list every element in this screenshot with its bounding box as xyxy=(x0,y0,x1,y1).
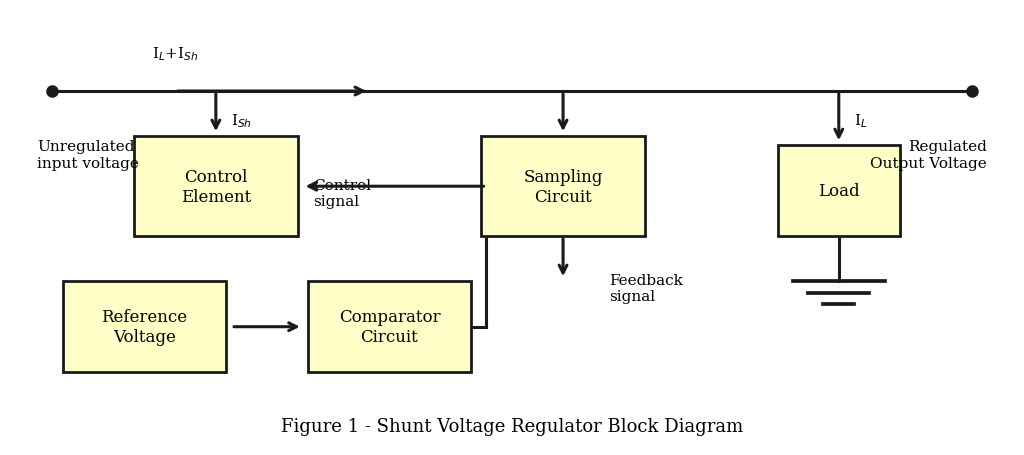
Text: Reference
Voltage: Reference Voltage xyxy=(101,309,187,345)
Text: Load: Load xyxy=(818,183,859,200)
Text: Figure 1 - Shunt Voltage Regulator Block Diagram: Figure 1 - Shunt Voltage Regulator Block… xyxy=(281,418,743,435)
Text: Unregulated
input voltage: Unregulated input voltage xyxy=(37,140,139,170)
Text: Control
signal: Control signal xyxy=(313,178,371,209)
FancyBboxPatch shape xyxy=(777,146,900,237)
Text: I$_L$: I$_L$ xyxy=(854,112,867,130)
FancyBboxPatch shape xyxy=(308,282,471,372)
Text: Sampling
Circuit: Sampling Circuit xyxy=(523,168,603,205)
Text: Comparator
Circuit: Comparator Circuit xyxy=(339,309,440,345)
Text: Control
Element: Control Element xyxy=(180,168,251,205)
Text: I$_{Sh}$: I$_{Sh}$ xyxy=(231,112,252,130)
Text: I$_L$+I$_{Sh}$: I$_L$+I$_{Sh}$ xyxy=(152,45,199,62)
FancyBboxPatch shape xyxy=(62,282,226,372)
FancyBboxPatch shape xyxy=(481,137,645,237)
Text: Regulated
Output Voltage: Regulated Output Voltage xyxy=(870,140,987,170)
Text: Feedback
signal: Feedback signal xyxy=(609,273,683,303)
FancyBboxPatch shape xyxy=(134,137,298,237)
